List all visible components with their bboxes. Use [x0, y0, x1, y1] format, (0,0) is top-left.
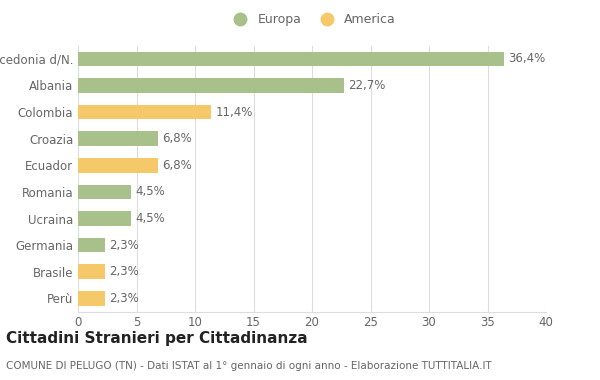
Bar — [78, 264, 105, 279]
Text: 36,4%: 36,4% — [509, 52, 546, 65]
Text: COMUNE DI PELUGO (TN) - Dati ISTAT al 1° gennaio di ogni anno - Elaborazione TUT: COMUNE DI PELUGO (TN) - Dati ISTAT al 1°… — [6, 361, 492, 371]
Text: 22,7%: 22,7% — [348, 79, 386, 92]
Text: 6,8%: 6,8% — [162, 132, 192, 145]
Bar — [78, 185, 131, 199]
Bar — [78, 78, 344, 93]
Bar — [78, 211, 131, 226]
Text: 4,5%: 4,5% — [136, 212, 165, 225]
Bar — [78, 105, 211, 119]
Text: 2,3%: 2,3% — [110, 292, 139, 305]
Text: 6,8%: 6,8% — [162, 159, 192, 172]
Text: 2,3%: 2,3% — [110, 239, 139, 252]
Legend: Europa, America: Europa, America — [224, 9, 400, 30]
Bar — [78, 238, 105, 252]
Text: Cittadini Stranieri per Cittadinanza: Cittadini Stranieri per Cittadinanza — [6, 331, 308, 345]
Text: 4,5%: 4,5% — [136, 185, 165, 198]
Text: 11,4%: 11,4% — [216, 106, 253, 119]
Bar — [78, 291, 105, 306]
Bar — [78, 52, 504, 66]
Bar — [78, 158, 158, 173]
Bar — [78, 131, 158, 146]
Text: 2,3%: 2,3% — [110, 265, 139, 278]
